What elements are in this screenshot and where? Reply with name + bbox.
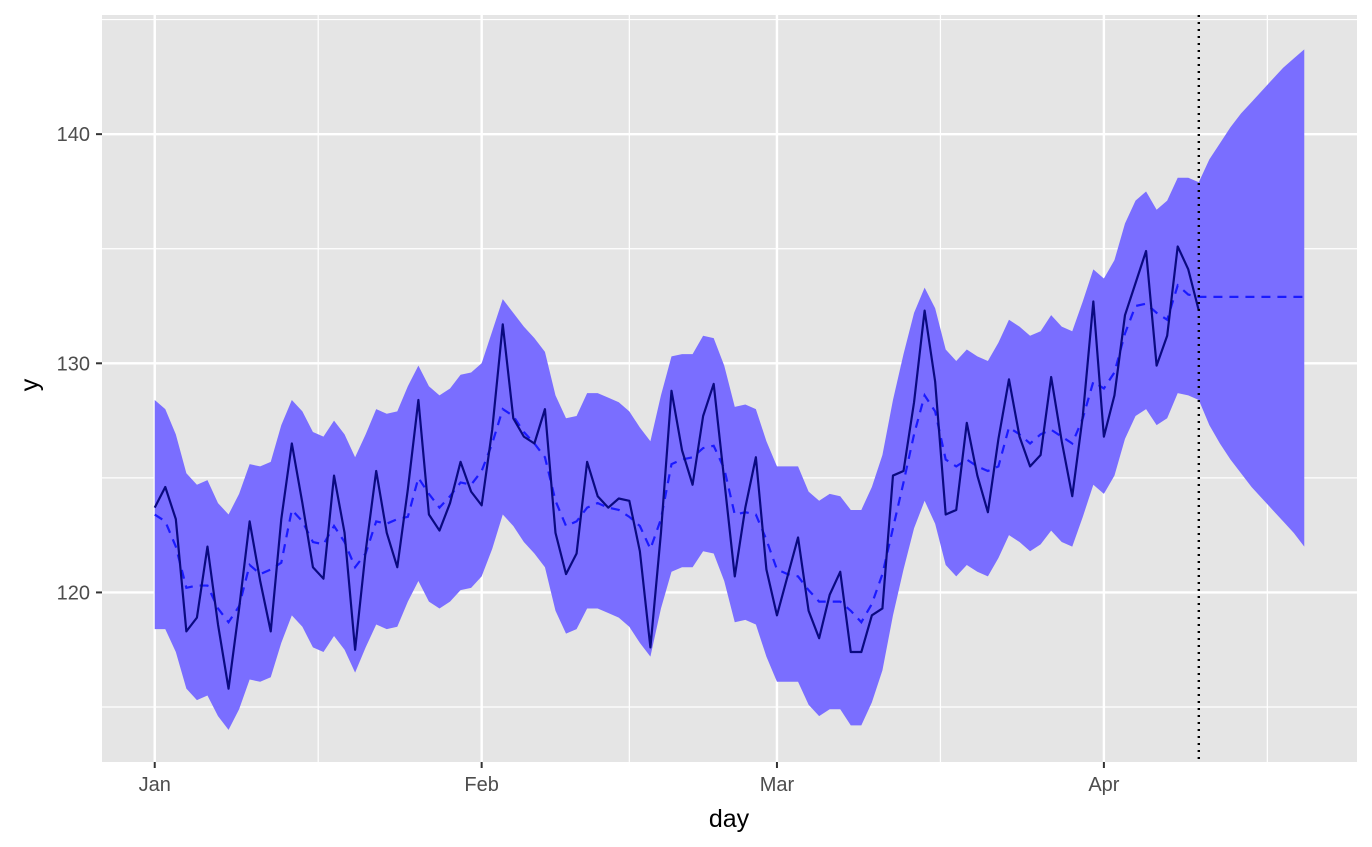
- y-tick-label: 140: [57, 124, 90, 146]
- y-axis-title: y: [16, 378, 44, 391]
- y-axis-ticks: 120 130 140: [57, 124, 102, 604]
- x-axis-title: day: [709, 805, 750, 833]
- x-tick-label: Feb: [464, 774, 498, 796]
- x-tick-label: Mar: [760, 774, 795, 796]
- x-tick-label: Apr: [1088, 774, 1119, 796]
- observed-line: [153, 245, 1200, 690]
- fitted-dashed-line: [154, 283, 1305, 625]
- x-tick-label: Jan: [139, 774, 171, 796]
- y-tick-label: 130: [57, 353, 90, 375]
- y-tick-label: 120: [57, 582, 90, 604]
- forecast-interval-band: [154, 49, 1305, 730]
- x-axis-ticks: Jan Feb Mar Apr: [139, 762, 1120, 796]
